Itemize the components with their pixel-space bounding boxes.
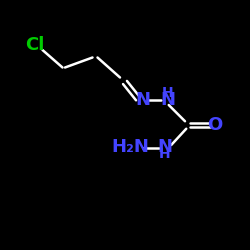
Text: Cl: Cl <box>25 36 45 54</box>
Text: N: N <box>158 138 172 156</box>
Text: H: H <box>159 148 171 162</box>
Text: O: O <box>208 116 223 134</box>
Text: H: H <box>162 86 173 100</box>
Text: H₂N: H₂N <box>111 138 149 156</box>
Text: N: N <box>160 91 175 109</box>
Text: N: N <box>135 91 150 109</box>
